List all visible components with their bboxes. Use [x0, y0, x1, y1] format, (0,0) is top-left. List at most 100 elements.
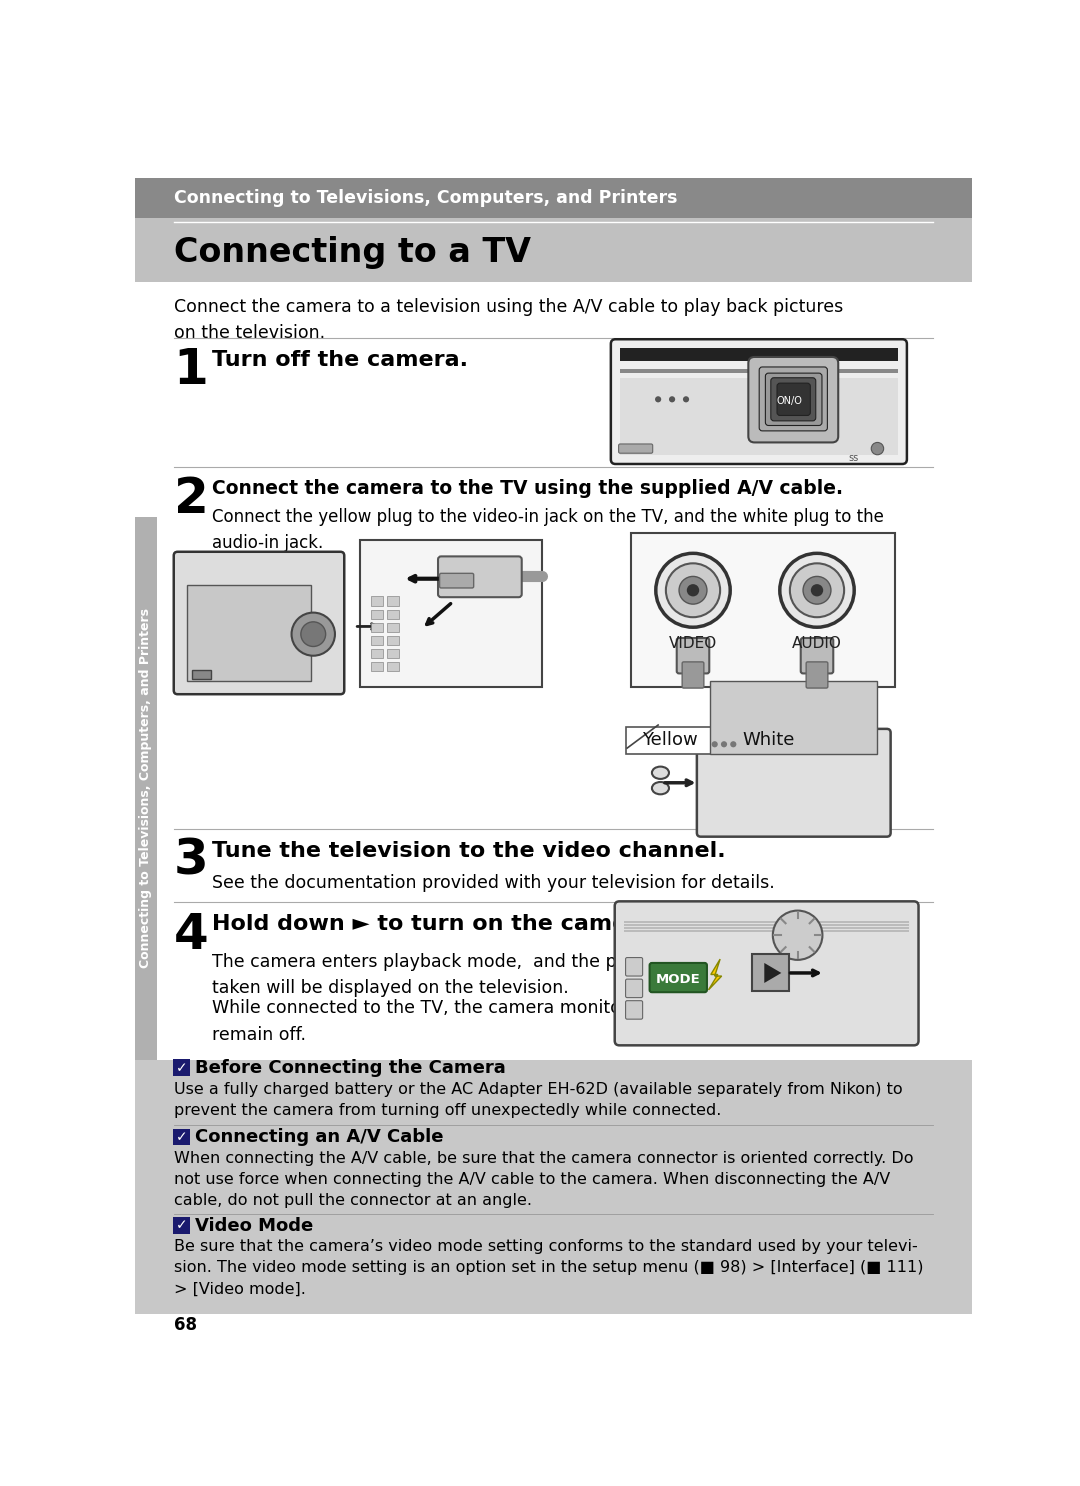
Circle shape: [712, 742, 718, 747]
Text: ✓: ✓: [176, 1129, 187, 1144]
FancyBboxPatch shape: [683, 661, 704, 688]
Text: Connect the camera to the TV using the supplied A/V cable.: Connect the camera to the TV using the s…: [213, 478, 843, 498]
FancyBboxPatch shape: [173, 1128, 190, 1146]
Text: Turn off the camera.: Turn off the camera.: [213, 351, 469, 370]
FancyBboxPatch shape: [697, 728, 891, 837]
FancyBboxPatch shape: [800, 637, 834, 673]
Bar: [135, 218, 972, 282]
Bar: [387, 623, 399, 632]
FancyBboxPatch shape: [173, 1217, 190, 1233]
Circle shape: [780, 553, 854, 627]
Bar: [387, 649, 399, 658]
Circle shape: [789, 563, 845, 617]
Text: Connecting to Televisions, Computers, and Printers: Connecting to Televisions, Computers, an…: [174, 189, 677, 208]
Bar: [372, 609, 383, 618]
Text: AUDIO: AUDIO: [792, 636, 842, 651]
Text: The camera enters playback mode,  and the pictures
taken will be displayed on th: The camera enters playback mode, and the…: [213, 953, 676, 997]
FancyBboxPatch shape: [619, 444, 652, 453]
Text: Connect the yellow plug to the video-in jack on the TV, and the white plug to th: Connect the yellow plug to the video-in …: [213, 508, 885, 553]
Circle shape: [656, 397, 661, 403]
Text: ss: ss: [848, 453, 859, 464]
Bar: [135, 1060, 972, 1314]
Text: Yellow: Yellow: [642, 731, 698, 749]
Circle shape: [666, 563, 720, 617]
FancyBboxPatch shape: [806, 661, 828, 688]
Text: 2: 2: [174, 474, 208, 523]
Circle shape: [811, 584, 823, 596]
Text: White: White: [743, 731, 795, 749]
Circle shape: [301, 621, 326, 646]
Text: ON/O: ON/O: [777, 395, 802, 406]
Circle shape: [679, 577, 707, 605]
Text: 4: 4: [174, 911, 208, 958]
Circle shape: [292, 612, 335, 655]
Text: ✓: ✓: [176, 1061, 187, 1074]
FancyBboxPatch shape: [187, 585, 311, 681]
Text: 68: 68: [174, 1317, 197, 1334]
FancyBboxPatch shape: [173, 1060, 190, 1076]
FancyBboxPatch shape: [766, 373, 822, 425]
FancyBboxPatch shape: [625, 979, 643, 997]
Text: VIDEO: VIDEO: [669, 636, 717, 651]
FancyBboxPatch shape: [771, 377, 815, 421]
FancyBboxPatch shape: [440, 574, 474, 588]
Circle shape: [721, 742, 727, 747]
FancyBboxPatch shape: [438, 556, 522, 597]
Text: Connecting to Televisions, Computers, and Printers: Connecting to Televisions, Computers, an…: [139, 608, 152, 969]
Bar: [624, 927, 909, 929]
Text: Hold down ► to turn on the camera.: Hold down ► to turn on the camera.: [213, 914, 662, 935]
FancyBboxPatch shape: [752, 954, 789, 991]
Text: Before Connecting the Camera: Before Connecting the Camera: [195, 1058, 507, 1077]
Bar: [387, 596, 399, 606]
Circle shape: [804, 577, 831, 605]
FancyBboxPatch shape: [615, 902, 918, 1045]
Text: Tune the television to the video channel.: Tune the television to the video channel…: [213, 841, 726, 860]
FancyBboxPatch shape: [360, 541, 542, 687]
FancyBboxPatch shape: [649, 963, 707, 993]
FancyBboxPatch shape: [777, 383, 810, 416]
Text: When connecting the A/V cable, be sure that the camera connector is oriented cor: When connecting the A/V cable, be sure t…: [174, 1150, 914, 1208]
Bar: [387, 636, 399, 645]
Text: Use a fully charged battery or the AC Adapter EH-62D (available separately from : Use a fully charged battery or the AC Ad…: [174, 1082, 903, 1117]
Polygon shape: [765, 963, 781, 982]
Text: ✓: ✓: [176, 1219, 187, 1232]
Text: Connect the camera to a television using the A/V cable to play back pictures
on : Connect the camera to a television using…: [174, 297, 843, 342]
Circle shape: [683, 397, 689, 403]
Bar: [620, 377, 897, 455]
Bar: [710, 681, 877, 755]
Bar: [372, 661, 383, 672]
FancyBboxPatch shape: [611, 339, 907, 464]
Ellipse shape: [652, 767, 669, 779]
Circle shape: [773, 911, 823, 960]
Bar: [135, 517, 157, 1060]
FancyBboxPatch shape: [174, 551, 345, 694]
Circle shape: [687, 584, 699, 596]
Text: Connecting to a TV: Connecting to a TV: [174, 236, 530, 269]
Text: 1: 1: [174, 346, 208, 394]
Circle shape: [872, 443, 883, 455]
FancyBboxPatch shape: [631, 532, 894, 687]
Circle shape: [656, 553, 730, 627]
FancyBboxPatch shape: [677, 637, 710, 673]
Bar: [624, 924, 909, 926]
FancyBboxPatch shape: [759, 367, 827, 431]
Text: Connecting an A/V Cable: Connecting an A/V Cable: [195, 1128, 444, 1146]
Ellipse shape: [652, 782, 669, 795]
Text: See the documentation provided with your television for details.: See the documentation provided with your…: [213, 874, 775, 893]
Bar: [372, 623, 383, 632]
Bar: [620, 369, 897, 373]
FancyBboxPatch shape: [191, 670, 211, 679]
Bar: [624, 921, 909, 923]
Text: While connected to the TV, the camera monitor will
remain off.: While connected to the TV, the camera mo…: [213, 999, 663, 1043]
Polygon shape: [708, 958, 721, 990]
Bar: [387, 661, 399, 672]
Text: Be sure that the camera’s video mode setting conforms to the standard used by yo: Be sure that the camera’s video mode set…: [174, 1239, 923, 1296]
Bar: [372, 649, 383, 658]
Bar: [620, 349, 897, 361]
FancyBboxPatch shape: [748, 357, 838, 443]
Bar: [624, 930, 909, 932]
FancyBboxPatch shape: [625, 1000, 643, 1019]
Text: 3: 3: [174, 837, 208, 884]
Bar: [372, 636, 383, 645]
Bar: [135, 178, 972, 218]
